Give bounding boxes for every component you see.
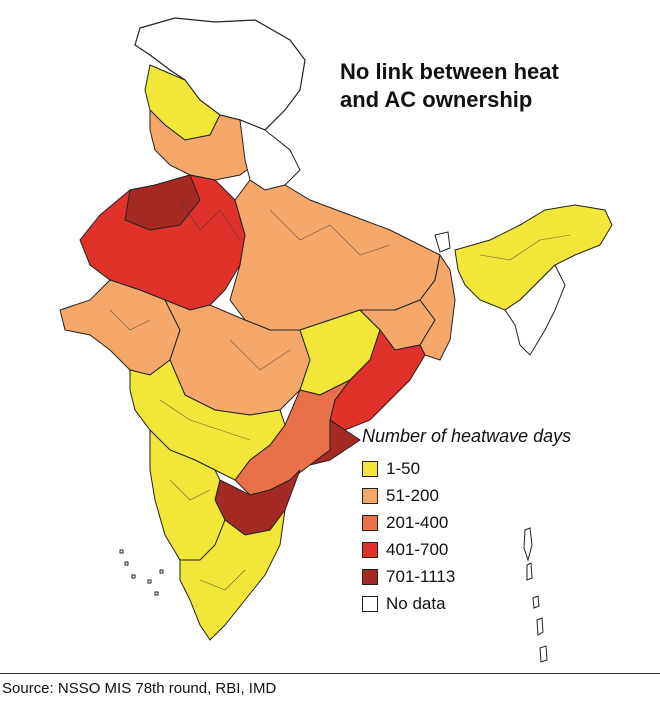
region-northeast	[454, 204, 613, 311]
legend: Number of heatwave days 1-50 51-200 201-…	[362, 426, 652, 617]
region-northeast-nodata	[504, 264, 566, 356]
region-maharashtra	[129, 359, 286, 481]
map-title: No link between heat and AC ownership	[340, 58, 640, 114]
legend-title: Number of heatwave days	[362, 426, 572, 446]
legend-label: 401-700	[386, 539, 449, 559]
legend-label: 1-50	[386, 458, 421, 478]
lakshadweep-islands	[119, 549, 164, 596]
legend-label: 201-400	[386, 512, 449, 532]
region-south-tip	[179, 509, 286, 641]
region-rajasthan-west	[124, 174, 201, 231]
legend-swatch	[362, 514, 378, 531]
region-west-bengal	[419, 253, 456, 361]
andaman-nicobar-islands	[523, 527, 548, 663]
region-coastal-andhra	[309, 419, 361, 466]
legend-item-no-data: No data	[362, 590, 652, 617]
source-note: Source: NSSO MIS 78th round, RBI, IMD	[2, 680, 277, 697]
legend-swatch	[362, 487, 378, 504]
legend-item-1-50: 1-50	[362, 455, 652, 482]
legend-item-701-1113: 701-1113	[362, 563, 652, 590]
region-uttarakhand	[239, 119, 301, 191]
legend-label: No data	[386, 593, 446, 613]
legend-item-51-200: 51-200	[362, 482, 652, 509]
legend-label: 51-200	[386, 485, 439, 505]
legend-swatch	[362, 595, 378, 612]
region-sikkim	[434, 231, 451, 253]
legend-swatch	[362, 568, 378, 585]
source-divider	[0, 673, 660, 674]
legend-swatch	[362, 541, 378, 558]
title-line-2: and AC ownership	[340, 87, 533, 112]
title-line-1: No link between heat	[340, 59, 559, 84]
legend-label: 701-1113	[386, 566, 456, 586]
legend-swatch	[362, 460, 378, 477]
legend-item-401-700: 401-700	[362, 536, 652, 563]
district-lines	[109, 199, 571, 591]
legend-item-201-400: 201-400	[362, 509, 652, 536]
